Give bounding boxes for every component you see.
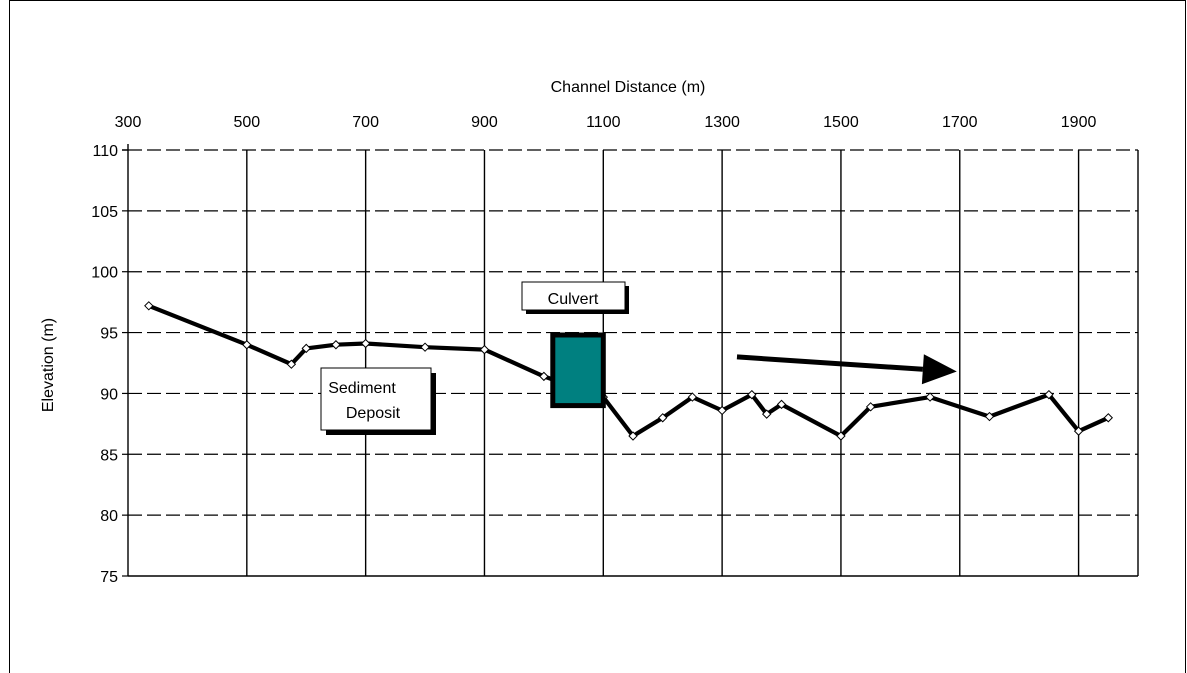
flow-arrow-shaft [736, 354, 924, 372]
x-tick-label: 500 [233, 114, 260, 131]
data-point [479, 344, 490, 355]
y-tick-label: 80 [100, 508, 118, 525]
data-point [301, 343, 311, 354]
data-point [1044, 389, 1054, 400]
x-tick-label: 1500 [823, 114, 859, 131]
data-point [286, 359, 297, 369]
sediment-label-line1: Sediment [328, 380, 396, 397]
data-point [984, 411, 995, 422]
culvert-label: Culvert [521, 281, 629, 314]
data-point [747, 389, 757, 400]
data-point [242, 340, 252, 350]
x-axis-ticks: 300 500 700 900 1100 1300 1500 1700 1900 [115, 114, 1097, 131]
data-point [331, 340, 341, 350]
data-point [925, 392, 935, 402]
x-tick-label: 900 [471, 114, 498, 131]
sediment-label: Sediment Deposit [320, 367, 436, 435]
x-tick-label: 700 [352, 114, 379, 131]
y-tick-label: 85 [100, 447, 118, 464]
sediment-label-line2: Deposit [346, 405, 401, 422]
gridlines [128, 149, 1138, 576]
y-axis-ticks: 110 105 100 95 90 85 80 75 [91, 143, 128, 586]
data-point [776, 399, 787, 410]
data-point [657, 413, 668, 423]
culvert-label-box [521, 281, 626, 311]
y-tick-label: 100 [91, 265, 118, 282]
plot-area [122, 144, 1139, 577]
y-tick-label: 90 [100, 386, 118, 403]
x-axis-title: Channel Distance (m) [551, 79, 706, 96]
culvert-rect [550, 332, 606, 409]
flow-arrow-head [921, 354, 957, 385]
y-axis-title: Elevation (m) [40, 318, 57, 412]
data-point [628, 431, 638, 441]
data-point [144, 301, 154, 311]
data-point [761, 409, 772, 419]
y-tick-label: 110 [92, 143, 118, 160]
y-tick-label: 105 [91, 204, 118, 221]
data-point [865, 402, 876, 412]
data-point [420, 342, 430, 352]
x-tick-label: 1300 [704, 114, 740, 131]
data-point [360, 338, 371, 349]
series-line [148, 303, 1110, 439]
x-tick-label: 1700 [942, 114, 978, 131]
x-tick-label: 1100 [586, 114, 621, 131]
data-point [836, 431, 846, 441]
y-tick-label: 95 [100, 326, 118, 343]
data-point [1103, 413, 1114, 423]
flow-arrow [736, 354, 957, 385]
culvert-box [550, 332, 606, 409]
data-point [717, 405, 727, 416]
series-path [148, 303, 1110, 439]
culvert-label-text: Culvert [548, 291, 599, 308]
data-point [687, 392, 698, 402]
x-tick-label: 300 [115, 114, 142, 131]
data-point [1073, 426, 1084, 436]
y-tick-label: 75 [100, 569, 118, 586]
x-tick-label: 1900 [1061, 114, 1097, 131]
data-point [539, 371, 549, 382]
sediment-label-box [320, 367, 432, 431]
